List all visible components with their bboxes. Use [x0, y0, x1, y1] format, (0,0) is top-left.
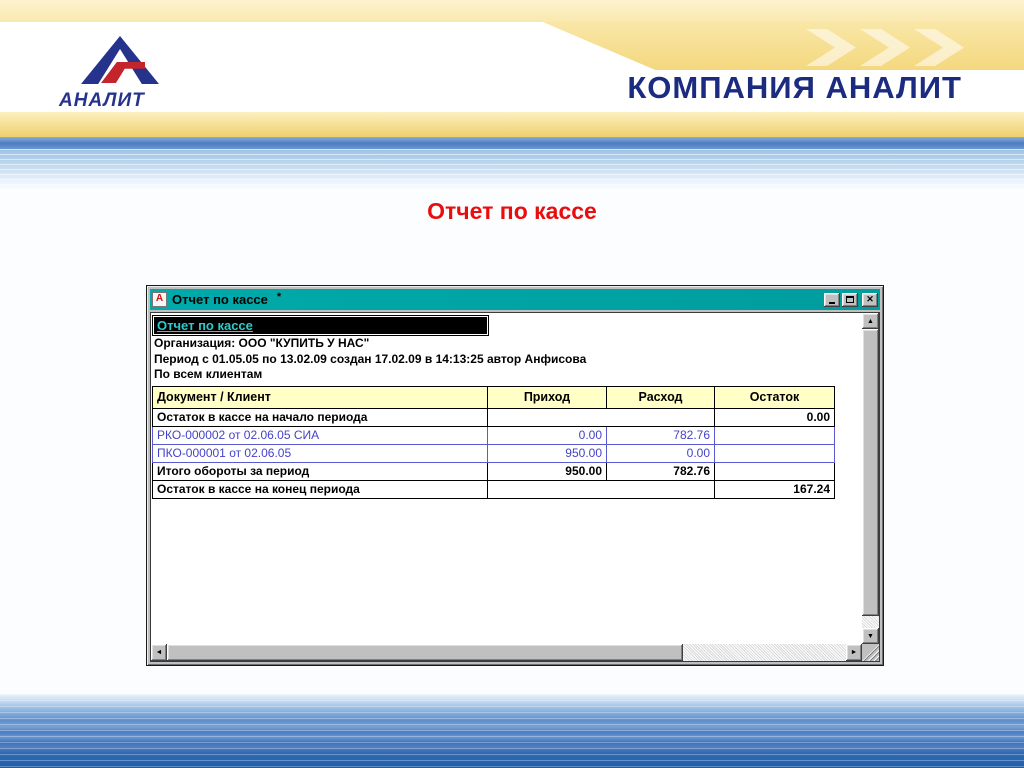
- ostatok-cell[interactable]: [714, 443, 835, 463]
- table-row[interactable]: РКО-000002 от 02.06.05 СИА 0.00 782.76: [152, 425, 835, 445]
- organization-line: Организация: ООО "КУПИТЬ У НАС": [154, 336, 370, 350]
- vertical-scrollbar: ▲ ▼: [862, 313, 879, 644]
- close-button[interactable]: ✕: [862, 292, 878, 307]
- report-table: Документ / Клиент Приход Расход Остаток Ост…: [152, 385, 835, 499]
- window-titlebar[interactable]: А Отчет по кассе * ✕: [150, 289, 880, 310]
- vertical-scroll-track[interactable]: [862, 329, 879, 628]
- document-cell[interactable]: ПКО-000001 от 02.06.05: [152, 443, 488, 463]
- minimize-icon: [829, 302, 835, 304]
- modified-marker: *: [276, 291, 282, 303]
- document-cell: Остаток в кассе на конец периода: [152, 479, 488, 499]
- ostatok-cell[interactable]: [714, 425, 835, 445]
- rashod-cell: 782.76: [606, 461, 715, 481]
- document-cell: Итого обороты за период: [152, 461, 488, 481]
- column-header-3: Остаток: [714, 385, 835, 409]
- vertical-scroll-thumb[interactable]: [862, 329, 879, 616]
- prihod-cell[interactable]: 950.00: [487, 443, 607, 463]
- header-band-fade: [0, 149, 1024, 192]
- column-header-1: Приход: [487, 385, 607, 409]
- table-row: Остаток в кассе на конец периода 167.24: [152, 479, 835, 499]
- analit-logo: АНАЛИТ: [55, 36, 180, 112]
- document-cell[interactable]: РКО-000002 от 02.06.05 СИА: [152, 425, 488, 445]
- horizontal-scrollbar: ◄ ►: [151, 644, 862, 661]
- horizontal-scroll-track[interactable]: [167, 644, 846, 661]
- company-title: КОМПАНИЯ АНАЛИТ: [627, 70, 962, 105]
- period-line: Период с 01.05.05 по 13.02.09 создан 17.…: [154, 351, 587, 366]
- window-controls: ✕: [824, 292, 878, 307]
- report-window: А Отчет по кассе * ✕ Отчет по кассе Орга…: [146, 285, 884, 666]
- maximize-button[interactable]: [842, 292, 858, 307]
- table-row: Итого обороты за период 950.00 782.76: [152, 461, 835, 481]
- column-header-0: Документ / Клиент: [152, 385, 488, 409]
- report-header-link[interactable]: Отчет по кассе: [154, 317, 487, 334]
- app-icon[interactable]: А: [152, 292, 167, 307]
- header-band-blue: [0, 137, 1024, 149]
- horizontal-scroll-thumb[interactable]: [167, 644, 684, 661]
- clients-line: По всем клиентам: [154, 367, 263, 381]
- table-body: Остаток в кассе на начало периода 0.00 РКО…: [152, 407, 835, 499]
- rashod-cell[interactable]: 782.76: [606, 425, 715, 445]
- footer-band: [0, 694, 1024, 768]
- ostatok-cell: [714, 461, 835, 481]
- maximize-icon: [846, 296, 854, 303]
- ostatok-cell: 0.00: [714, 407, 835, 427]
- table-row: Остаток в кассе на начало периода 0.00: [152, 407, 835, 427]
- logo-triangle-icon: [81, 36, 159, 84]
- flows-cell: [487, 479, 715, 499]
- window-title: Отчет по кассе: [172, 292, 268, 307]
- close-icon: ✕: [866, 294, 874, 304]
- scroll-left-button[interactable]: ◄: [151, 644, 167, 661]
- rashod-cell[interactable]: 0.00: [606, 443, 715, 463]
- table-row[interactable]: ПКО-000001 от 02.06.05 950.00 0.00: [152, 443, 835, 463]
- scroll-down-button[interactable]: ▼: [862, 628, 879, 644]
- logo-text: АНАЛИТ: [59, 90, 145, 111]
- flows-cell: [487, 407, 715, 427]
- column-header-2: Расход: [606, 385, 715, 409]
- page-title: Отчет по кассе: [427, 198, 597, 224]
- minimize-button[interactable]: [824, 292, 840, 307]
- ostatok-cell: 167.24: [714, 479, 835, 499]
- resize-grip[interactable]: [862, 644, 879, 661]
- scroll-right-button[interactable]: ►: [846, 644, 862, 661]
- scroll-up-button[interactable]: ▲: [862, 313, 879, 329]
- table-header-row: Документ / Клиент Приход Расход Остаток: [152, 385, 835, 409]
- prihod-cell[interactable]: 0.00: [487, 425, 607, 445]
- report-content: Отчет по кассе Организация: ООО "КУПИТЬ …: [151, 313, 862, 644]
- document-cell: Остаток в кассе на начало периода: [152, 407, 488, 427]
- report-header-cell: Отчет по кассе: [152, 315, 489, 336]
- prihod-cell: 950.00: [487, 461, 607, 481]
- window-client-area: Отчет по кассе Организация: ООО "КУПИТЬ …: [150, 312, 880, 662]
- header-band-yellow-lower: [0, 112, 1024, 137]
